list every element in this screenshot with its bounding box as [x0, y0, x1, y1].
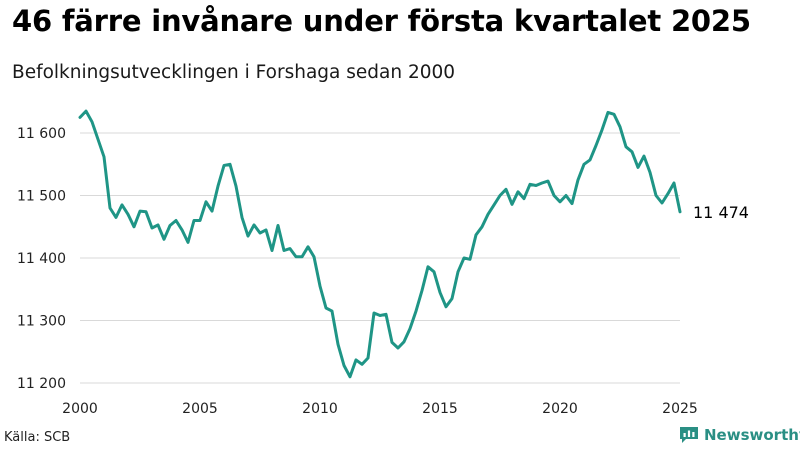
source-note: Källa: SCB	[4, 430, 71, 445]
y-tick-label: 11 300	[17, 314, 66, 330]
x-tick-label: 2020	[542, 401, 578, 417]
chart-title: 46 färre invånare under första kvartalet…	[12, 4, 751, 38]
y-tick-label: 11 500	[17, 189, 66, 205]
series-line	[78, 109, 682, 379]
y-tick-label: 11 600	[17, 126, 66, 142]
series-layer	[78, 109, 682, 379]
x-axis-ticks: 2000 2005 2010 2015 2020 2025	[62, 401, 698, 417]
x-tick-label: 2015	[422, 401, 458, 417]
bar-chart-logo-icon	[680, 427, 698, 443]
x-tick-label: 2005	[182, 401, 218, 417]
chart-subtitle: Befolkningsutvecklingen i Forshaga sedan…	[12, 62, 456, 83]
brand-logo: Newsworthy	[679, 426, 800, 444]
y-tick-label: 11 400	[17, 251, 66, 267]
x-tick-label: 2025	[662, 401, 698, 417]
end-value-label: 11 474	[693, 203, 749, 222]
y-axis-ticks: 11 200 11 300 11 400 11 500 11 600	[17, 126, 66, 392]
brand-name: Newsworthy	[704, 426, 800, 444]
x-tick-label: 2010	[302, 401, 338, 417]
grid-lines	[80, 132, 680, 384]
x-tick-label: 2000	[62, 401, 98, 417]
y-tick-label: 11 200	[17, 376, 66, 392]
